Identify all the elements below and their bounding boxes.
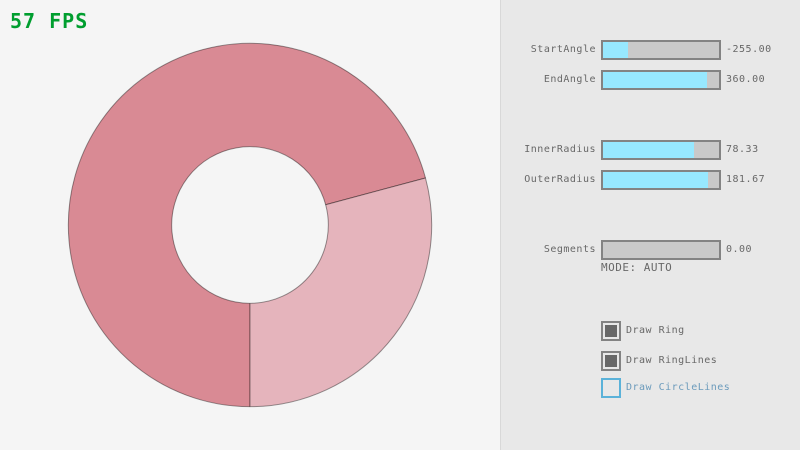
checkbox-row: Draw RingLines [501,351,800,371]
slider-endangle[interactable] [601,70,721,90]
slider-label: EndAngle [543,74,596,85]
slider-row: Segments 0.00 [501,240,800,260]
checkbox-label: Draw Ring [626,325,685,336]
slider-label: StartAngle [530,44,596,55]
checkbox-row: Draw Ring [501,321,800,341]
slider-label: OuterRadius [524,174,596,185]
slider-row: InnerRadius 78.33 [501,140,800,160]
slider-value: 78.33 [726,144,759,155]
slider-value: -255.00 [726,44,772,55]
slider-innerradius[interactable] [601,140,721,160]
slider-row: StartAngle -255.00 [501,40,800,60]
slider-fill [603,72,708,88]
ring-chart [67,42,433,408]
slider-value: 181.67 [726,174,766,185]
checkbox-draw-ringlines[interactable] [601,351,621,371]
slider-value: 360.00 [726,74,766,85]
slider-outerradius[interactable] [601,170,721,190]
slider-fill [603,142,694,158]
slider-value: 0.00 [726,244,753,255]
ring-segment [249,177,433,408]
slider-row: OuterRadius 181.67 [501,170,800,190]
fps-counter: 57 FPS [10,9,89,33]
slider-label: Segments [543,244,596,255]
slider-segments[interactable] [601,240,721,260]
mode-label: MODE: AUTO [601,261,673,274]
ring-segment [67,42,426,408]
slider-label: InnerRadius [524,144,596,155]
slider-row: EndAngle 360.00 [501,70,800,90]
checkbox-label: Draw RingLines [626,355,718,366]
controls-panel: StartAngle -255.00 EndAngle 360.00 InnerRadi… [500,0,800,450]
slider-fill [603,172,709,188]
checkbox-row: Draw CircleLines [501,378,800,398]
checkbox-label: Draw CircleLines [626,382,731,393]
slider-fill [603,42,629,58]
slider-startangle[interactable] [601,40,721,60]
checkbox-draw-circlelines[interactable] [601,378,621,398]
checkbox-draw-ring[interactable] [601,321,621,341]
